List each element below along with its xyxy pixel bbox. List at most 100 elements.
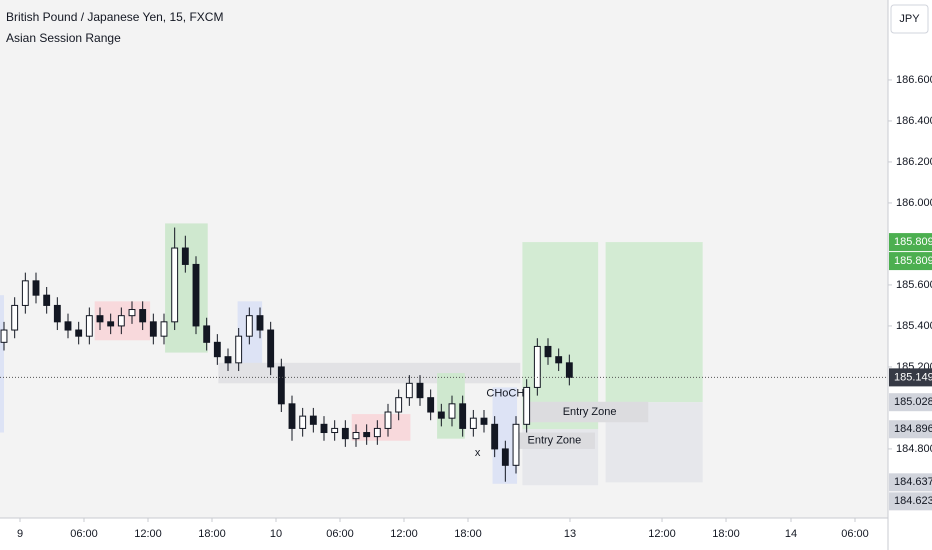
zone-box — [529, 401, 649, 423]
candle-body — [309, 415, 317, 425]
x-tick-label: 18:00 — [712, 528, 740, 540]
price-label: 184.896 — [894, 423, 932, 435]
candle-body — [395, 397, 403, 413]
x-tick-label: 06:00 — [70, 528, 98, 540]
price-label: 184.637 — [894, 476, 932, 488]
candle-body — [555, 356, 563, 364]
price-label-box — [889, 420, 932, 439]
zone-box — [0, 295, 4, 433]
currency-label[interactable]: JPY — [899, 13, 920, 25]
candle-body — [405, 382, 413, 399]
x-tick-label: 18:00 — [454, 528, 482, 540]
price-label-box — [889, 252, 932, 271]
candle-body — [256, 315, 264, 331]
price-label-box — [889, 473, 932, 492]
price-label: 185.028 — [894, 396, 932, 408]
candle-body — [437, 411, 445, 419]
candle-body — [299, 415, 307, 429]
candle-body — [139, 309, 147, 323]
candle-body — [267, 329, 275, 368]
candle-body — [373, 427, 381, 438]
price-label-box — [889, 233, 932, 252]
y-tick-label: 186.400 — [896, 115, 932, 127]
x-tick-label: 9 — [17, 528, 23, 540]
candle-body — [384, 411, 392, 429]
candle-body — [459, 403, 467, 429]
candle-body — [416, 382, 424, 399]
x-tick-label: 12:00 — [390, 528, 418, 540]
candle-body — [533, 345, 541, 388]
price-label: 184.623 — [894, 495, 932, 507]
candle-body — [512, 423, 520, 466]
candle-body — [352, 432, 360, 440]
candle-body — [96, 315, 104, 323]
candle-body — [171, 247, 179, 323]
x-tick-label: 12:00 — [648, 528, 676, 540]
y-tick-label: 186.000 — [896, 197, 932, 209]
chart-title: British Pound / Japanese Yen, 15, FXCM — [6, 10, 223, 24]
price-label: 185.809 — [894, 236, 932, 248]
candle-body — [53, 304, 61, 323]
price-label-box — [889, 393, 932, 412]
y-tick-label: 186.600 — [896, 74, 932, 86]
candle-body — [320, 423, 328, 434]
x-tick-label: 06:00 — [326, 528, 354, 540]
currency-button[interactable] — [890, 4, 929, 34]
price-label-box — [889, 368, 932, 387]
zone-box — [514, 432, 595, 449]
candle-body — [149, 321, 157, 337]
x-tick-label: 10 — [270, 528, 282, 540]
candle-body — [128, 309, 136, 317]
y-tick-label: 185.400 — [896, 320, 932, 332]
candle-body — [107, 321, 115, 327]
x-tick-label: 14 — [785, 528, 797, 540]
candle-body — [235, 335, 243, 364]
chart-subtitle: Asian Session Range — [6, 31, 121, 45]
price-label: 185.149 — [894, 371, 932, 383]
candle-body — [469, 417, 477, 429]
zone-box — [522, 242, 599, 430]
candle-body — [565, 362, 573, 378]
annotation: Entry Zone — [563, 406, 617, 418]
candle-body — [501, 448, 509, 466]
price-label-box — [889, 492, 932, 511]
annotation: x — [475, 447, 481, 459]
candle-body — [32, 280, 40, 296]
y-tick-label: 186.200 — [896, 156, 932, 168]
x-tick-label: 13 — [564, 528, 576, 540]
marks: Entry Zone Entry Zone CHoCH x — [0, 223, 888, 486]
candle-body — [480, 417, 488, 425]
plot-area — [0, 0, 888, 518]
price-axis — [888, 0, 932, 550]
candle-body — [523, 386, 531, 425]
candle-body — [331, 427, 339, 434]
candle-body — [11, 304, 19, 331]
zone-box — [605, 242, 703, 403]
candle-body — [0, 329, 8, 343]
x-tick-label: 12:00 — [134, 528, 162, 540]
annotation: CHoCH — [486, 387, 524, 399]
candle-body — [288, 403, 296, 429]
time-axis — [0, 518, 888, 550]
candle-body — [117, 315, 125, 327]
price-label: 185.809 — [894, 255, 932, 267]
x-tick-label: 18:00 — [198, 528, 226, 540]
annotation: Entry Zone — [527, 435, 581, 447]
candle-body — [491, 423, 499, 450]
candle-body — [245, 315, 253, 337]
zone-box — [218, 362, 521, 384]
y-tick-label: 184.800 — [896, 443, 932, 455]
zone-box — [351, 414, 411, 441]
candle-body — [21, 280, 29, 306]
candle-body — [224, 356, 232, 364]
candle-body — [427, 397, 435, 413]
candle-body — [448, 403, 456, 419]
candle-body — [75, 329, 83, 337]
candle-body — [160, 321, 168, 337]
candle-body — [43, 294, 51, 306]
candle-body — [192, 263, 200, 327]
candle-body — [277, 366, 285, 405]
candle-body — [341, 427, 349, 440]
candle-body — [363, 432, 371, 438]
